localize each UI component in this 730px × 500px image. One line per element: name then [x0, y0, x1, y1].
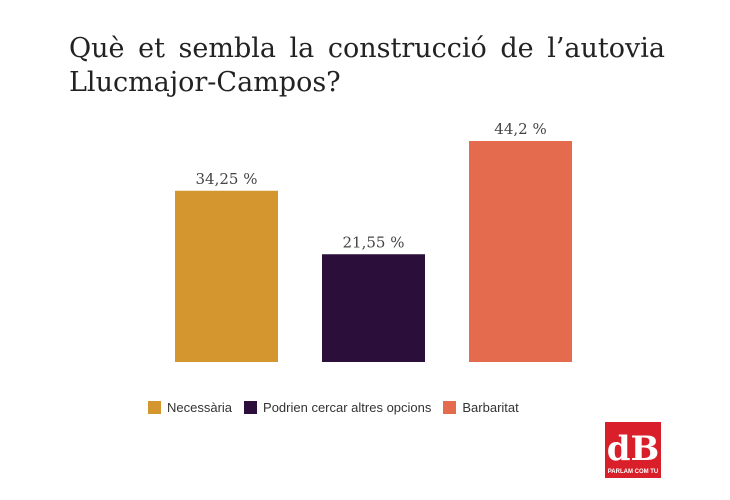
legend-label: Necessària	[167, 400, 233, 415]
data-label-barbaritat: 44,2 %	[494, 120, 546, 138]
legend-item-barbaritat: Barbaritat	[443, 400, 519, 415]
legend-item-altres-opcions: Podrien cercar altres opcions	[244, 400, 431, 415]
legend-swatch	[443, 401, 457, 414]
data-label-necessaria: 34,25 %	[196, 170, 258, 188]
bar-altres-opcions	[322, 254, 425, 362]
legend-swatch	[148, 401, 161, 414]
bar-necessaria	[175, 190, 278, 362]
bar-barbaritat	[469, 141, 572, 362]
chart-title: Què et sembla la construcció de l’autovi…	[69, 33, 665, 98]
legend-label: Podrien cercar altres opcions	[263, 400, 432, 415]
chart-legend: Necessària Podrien cercar altres opcions…	[148, 400, 531, 415]
legend-swatch	[244, 401, 258, 414]
logo-text: dB	[607, 429, 660, 469]
data-label-altres-opcions: 21,55 %	[343, 233, 405, 251]
db-logo: dB PARLAM COM TU	[605, 422, 661, 478]
logo-background	[605, 422, 661, 478]
legend-item-necessaria: Necessària	[148, 400, 232, 415]
logo-tagline: PARLAM COM TU	[608, 469, 659, 475]
legend-label: Barbaritat	[462, 400, 519, 415]
